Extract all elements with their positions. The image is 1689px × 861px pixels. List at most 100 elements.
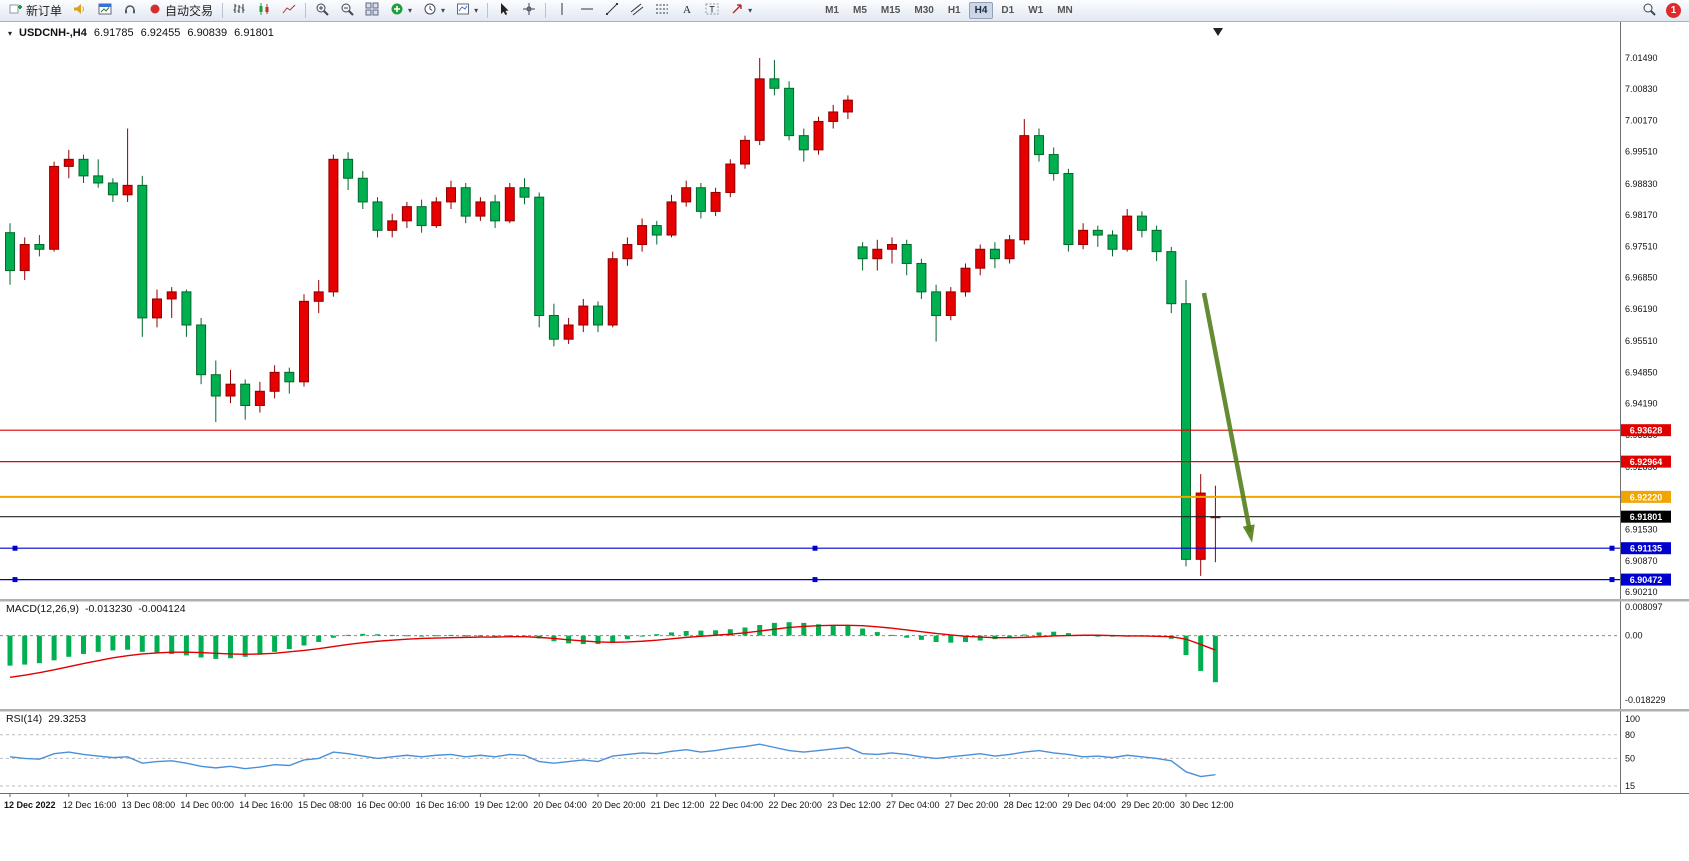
- vertical-line-icon: [555, 2, 569, 19]
- search-button[interactable]: [1637, 1, 1661, 20]
- time-axis-label: 16 Dec 16:00: [416, 800, 470, 810]
- macd-histogram-bar: [272, 635, 278, 652]
- timeframe-button-MN[interactable]: MN: [1057, 5, 1073, 16]
- notification-badge[interactable]: 1: [1666, 3, 1681, 18]
- timeframe-button-M15[interactable]: M15: [880, 5, 901, 16]
- chart-shift-marker[interactable]: [1213, 28, 1223, 36]
- zoom-in-button[interactable]: [310, 1, 334, 20]
- price-line-badge: [1621, 573, 1671, 586]
- channel-button[interactable]: [625, 1, 649, 20]
- macd-histogram-bar: [830, 625, 836, 636]
- line-chart-button[interactable]: [277, 1, 301, 20]
- candle: [299, 300, 309, 383]
- line-handle[interactable]: [1609, 545, 1615, 551]
- tile-windows-button[interactable]: [360, 1, 384, 20]
- timeframe-button-H1[interactable]: H1: [947, 5, 961, 16]
- time-axis-label: 16 Dec 00:00: [357, 800, 411, 810]
- chart-title: ▾ USDCNH-,H4 6.91785 6.92455 6.90839 6.9…: [8, 27, 274, 39]
- candle: [798, 135, 809, 151]
- macd-histogram-bar: [948, 635, 954, 643]
- candle: [387, 220, 398, 231]
- cursor-button[interactable]: [492, 1, 516, 20]
- macd-histogram-bar: [860, 628, 866, 636]
- candlestick-chart-button[interactable]: [252, 1, 276, 20]
- candle: [504, 187, 515, 222]
- periods-button[interactable]: ▾: [418, 1, 450, 20]
- zoom-out-button[interactable]: [335, 1, 359, 20]
- alerts-button[interactable]: [68, 1, 92, 20]
- candle: [1092, 229, 1103, 236]
- timeframe-button-M30[interactable]: M30: [914, 5, 934, 16]
- panel-separator[interactable]: [0, 709, 1689, 712]
- candle: [196, 324, 207, 376]
- candle: [63, 158, 74, 167]
- crosshair-button[interactable]: [517, 1, 541, 20]
- toolbar: 新订单 自动交易 ▾ ▾ ▾: [0, 0, 1689, 22]
- bar-chart-button[interactable]: [227, 1, 251, 20]
- ohlc-high: 6.92455: [140, 27, 181, 39]
- candle: [945, 291, 956, 317]
- price-axis-label: 7.00830: [1625, 84, 1658, 94]
- timeframe-button-D1[interactable]: D1: [1001, 5, 1015, 16]
- macd-histogram-bar: [595, 635, 601, 645]
- macd-histogram-bar: [683, 631, 689, 636]
- time-axis-label: 20 Dec 20:00: [592, 800, 646, 810]
- line-handle[interactable]: [812, 577, 818, 583]
- macd-histogram-bar: [404, 635, 410, 637]
- add-indicator-button[interactable]: ▾: [385, 1, 417, 20]
- macd-histogram-bar: [610, 635, 616, 642]
- candle: [651, 225, 662, 236]
- candle: [446, 187, 456, 203]
- price-axis-label: 6.99510: [1625, 147, 1658, 157]
- new-order-button[interactable]: 新订单: [4, 1, 67, 20]
- line-handle[interactable]: [812, 545, 818, 551]
- panel-separator[interactable]: [0, 599, 1689, 602]
- vertical-line-button[interactable]: [550, 1, 574, 20]
- chart-window-button[interactable]: [93, 1, 117, 20]
- zoom-in-icon: [315, 2, 329, 19]
- macd-axis-label: -0.018229: [1625, 695, 1666, 705]
- fibonacci-button[interactable]: [650, 1, 674, 20]
- timeframe-button-H4[interactable]: H4: [968, 2, 994, 19]
- rsi-line: [9, 743, 1216, 778]
- horizontal-line-icon: [580, 2, 594, 19]
- toolbar-separator: [305, 3, 307, 18]
- chart-collapse-icon[interactable]: ▾: [8, 28, 13, 38]
- text-button[interactable]: A: [675, 1, 699, 20]
- macd-histogram-bar: [213, 635, 219, 659]
- candle: [1195, 492, 1206, 560]
- rsi-indicator-title: RSI(14) 29.3253: [6, 713, 86, 725]
- candle: [181, 291, 192, 326]
- macd-histogram-bar: [301, 635, 307, 646]
- trendline-button[interactable]: [600, 1, 624, 20]
- support-button[interactable]: [118, 1, 142, 20]
- arrow-shapes-button[interactable]: ▾: [725, 1, 757, 20]
- candlestick-chart[interactable]: 7.01490 7.00830 7.00170 6.99510 6.98830 6.981…: [0, 22, 1689, 861]
- macd-histogram-bar: [51, 635, 57, 661]
- macd-histogram-bar: [742, 627, 748, 636]
- horizontal-line-button[interactable]: [575, 1, 599, 20]
- candlestick-icon: [257, 2, 271, 19]
- macd-histogram-bar: [874, 632, 880, 636]
- price-line-badge: [1621, 542, 1671, 555]
- trend-arrow[interactable]: [1201, 292, 1253, 533]
- timeframe-button-M5[interactable]: M5: [853, 5, 867, 16]
- candle: [1107, 234, 1118, 250]
- auto-trading-button[interactable]: 自动交易: [143, 1, 218, 20]
- headset-icon: [123, 2, 137, 19]
- timeframe-button-M1[interactable]: M1: [825, 5, 839, 16]
- line-handle[interactable]: [1609, 577, 1615, 583]
- template-button[interactable]: ▾: [451, 1, 483, 20]
- time-axis-label: 19 Dec 12:00: [474, 800, 528, 810]
- line-handle[interactable]: [12, 545, 18, 551]
- text-label-button[interactable]: T: [700, 1, 724, 20]
- candle: [784, 87, 795, 137]
- candle: [842, 99, 853, 113]
- macd-histogram-bar: [316, 635, 322, 642]
- time-axis-label: 30 Dec 12:00: [1180, 800, 1234, 810]
- horn-icon: [73, 2, 87, 19]
- line-handle[interactable]: [12, 577, 18, 583]
- macd-histogram-bar: [904, 635, 910, 638]
- timeframe-button-W1[interactable]: W1: [1028, 5, 1044, 16]
- candle: [460, 187, 471, 217]
